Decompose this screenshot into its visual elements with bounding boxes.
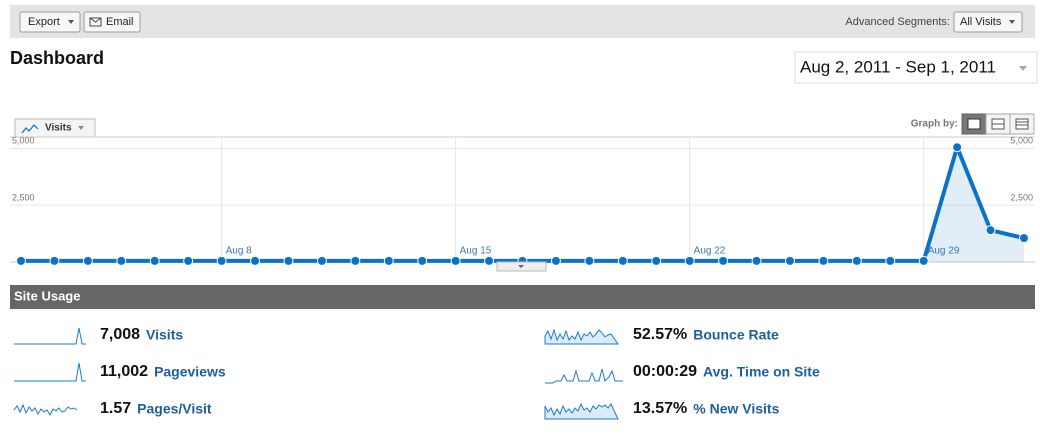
point <box>550 255 561 266</box>
point <box>684 255 695 266</box>
point <box>183 255 194 266</box>
section-header <box>10 285 1035 309</box>
point <box>751 255 762 266</box>
sparkline <box>544 328 619 345</box>
metric-value: 11,002 <box>100 363 148 380</box>
point <box>918 255 929 266</box>
date-range: Aug 2, 2011 - Sep 1, 2011 <box>800 57 996 76</box>
metric-label[interactable]: Bounce Rate <box>693 327 779 343</box>
email-button[interactable]: Email <box>83 11 141 33</box>
point <box>49 255 60 266</box>
point <box>283 255 294 266</box>
point <box>952 142 963 153</box>
metric-label[interactable]: Pages/Visit <box>137 401 212 417</box>
section-title: Site Usage <box>14 288 80 303</box>
point <box>216 255 227 266</box>
legend-label: Visits <box>45 123 72 134</box>
metric-value: 13.57% <box>633 400 687 417</box>
point <box>1019 233 1029 244</box>
point <box>718 255 729 266</box>
point <box>651 255 662 266</box>
x-tick-label: Aug 29 <box>928 246 960 257</box>
metric-value: 52.57% <box>633 326 687 343</box>
y-tick-label-right: 2,500 <box>1010 193 1033 203</box>
point <box>383 255 394 266</box>
x-tick-label: Aug 22 <box>694 246 726 257</box>
metric-label[interactable]: % New Visits <box>693 401 779 417</box>
chart-resize-handle[interactable] <box>496 261 547 272</box>
point <box>784 255 795 266</box>
metric-label[interactable]: Pageviews <box>154 364 226 380</box>
metric-value: 1.57 <box>100 400 131 417</box>
point <box>985 225 996 236</box>
toolbar <box>10 5 1035 38</box>
email-label: Email <box>106 16 134 28</box>
point <box>450 255 461 266</box>
point <box>617 255 628 266</box>
date-range-picker[interactable]: Aug 2, 2011 - Sep 1, 2011 <box>794 51 1038 84</box>
export-button[interactable]: Export <box>19 11 81 33</box>
metric-tab[interactable]: Visits <box>14 118 96 137</box>
y-tick-label: 2,500 <box>12 193 35 203</box>
point <box>851 255 862 266</box>
export-label: Export <box>28 16 60 28</box>
point <box>350 255 361 266</box>
metric-value: 7,008 <box>100 326 140 343</box>
point <box>885 255 896 266</box>
point <box>149 255 160 266</box>
point <box>584 255 595 266</box>
sparkline <box>14 327 86 345</box>
y-tick-label: 5,000 <box>12 136 35 146</box>
point <box>250 255 261 266</box>
segments-label: Advanced Segments: <box>845 16 950 28</box>
page-title: Dashboard <box>10 48 104 68</box>
point <box>818 255 829 266</box>
graph-by-buttons[interactable] <box>961 113 1035 135</box>
segment-dropdown[interactable]: All Visits <box>953 11 1023 33</box>
point <box>417 255 428 266</box>
sparkline <box>545 368 623 384</box>
x-tick-label: Aug 8 <box>226 246 253 257</box>
segment-value: All Visits <box>960 16 1002 28</box>
x-tick-label: Aug 15 <box>460 246 492 257</box>
chart: 2,500 2,500 5,000 5,000 Aug 8 Aug 15 Aug 22 Aug… <box>10 136 1035 266</box>
line <box>21 145 1025 263</box>
point <box>82 255 93 266</box>
sparkline <box>14 362 86 382</box>
metric-label[interactable]: Visits <box>146 327 183 343</box>
point <box>116 255 127 266</box>
y-tick-label-right: 5,000 <box>1010 136 1033 146</box>
sparklines <box>13 327 623 420</box>
point <box>316 255 327 266</box>
metric-value: 00:00:29 <box>633 363 697 380</box>
point <box>484 255 495 266</box>
graph-by-label: Graph by: <box>911 119 958 130</box>
area <box>21 147 1024 262</box>
sparkline <box>13 403 78 417</box>
metric-label[interactable]: Avg. Time on Site <box>703 364 820 380</box>
point <box>16 255 26 266</box>
sparkline <box>544 402 619 420</box>
metrics: 7,008 Visits 11,002 Pageviews 1.57 Pages/Visi… <box>100 326 820 417</box>
